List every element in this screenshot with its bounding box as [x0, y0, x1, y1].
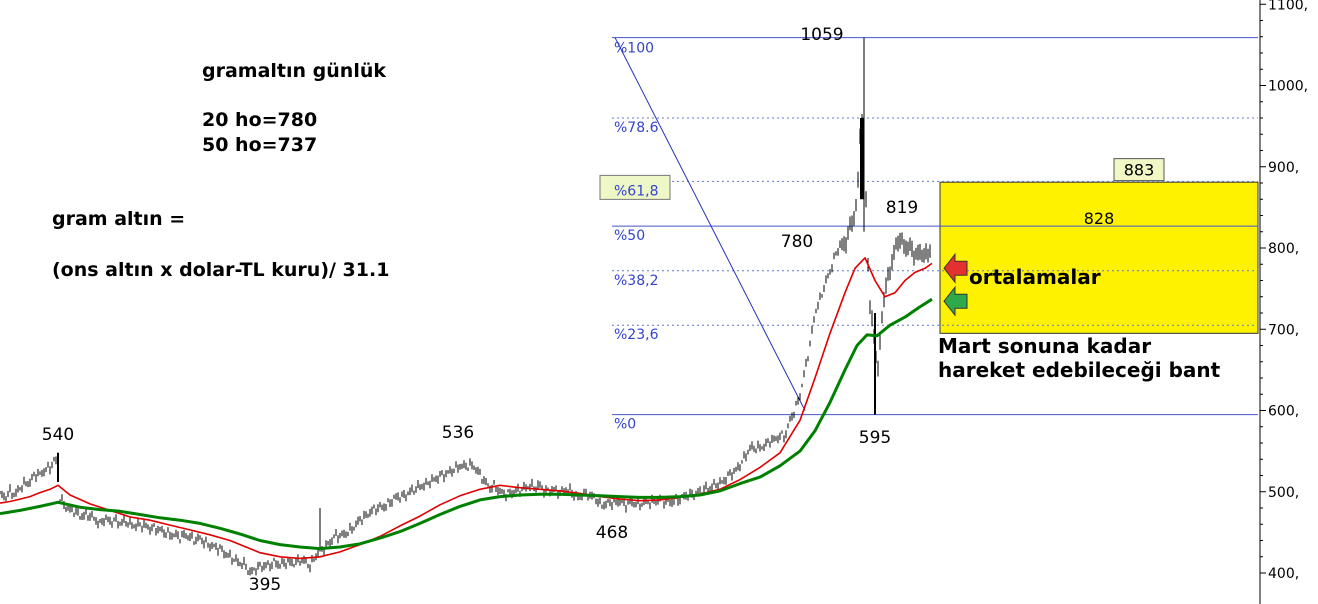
average-arrow: [943, 285, 968, 317]
chart-title: gramaltın günlük: [202, 60, 386, 82]
formula-line-1: gram altın =: [52, 208, 186, 230]
fib-label-box: [599, 174, 671, 200]
averages-label: ortalamalar: [969, 265, 1101, 289]
target-band: [939, 181, 1259, 334]
price-label: 595: [859, 428, 891, 448]
y-tick-label: 500,: [1268, 485, 1299, 501]
y-tick-label: 400,: [1268, 566, 1299, 582]
y-tick-label: 600,: [1268, 404, 1299, 420]
band-mid-label: 828: [1084, 209, 1115, 228]
y-tick-label: 1000,: [1268, 79, 1308, 95]
ma50-note: 50 ho=737: [202, 134, 318, 156]
y-tick-label: 1100,: [1268, 0, 1308, 13]
ma20-line: [0, 257, 933, 560]
ma50-line: [0, 297, 933, 551]
y-tick-label: 900,: [1268, 160, 1299, 176]
price-bars: [0, 114, 931, 576]
average-arrow: [943, 252, 968, 284]
band-top-label-box: [1113, 158, 1165, 182]
ma20-note: 20 ho=780: [202, 109, 318, 131]
band-note-line-1: Mart sonuna kadar: [938, 334, 1152, 358]
price-label: 819: [886, 198, 918, 218]
price-label: 395: [249, 575, 281, 595]
fib-trend-line: [614, 37, 806, 411]
price-label: 780: [781, 232, 813, 252]
fib-level-label: %0: [614, 417, 636, 433]
y-tick-label: 700,: [1268, 322, 1299, 338]
fib-level-label: %38,2: [614, 273, 658, 289]
price-label: 540: [42, 425, 74, 445]
band-top-label: 883: [1124, 161, 1155, 180]
band-note-line-2: hareket edebileceği bant: [938, 358, 1221, 382]
fib-level-label: %61,8: [614, 183, 658, 199]
formula-line-2: (ons altın x dolar-TL kuru)/ 31.1: [52, 259, 390, 281]
price-label: 536: [442, 423, 474, 443]
fib-level-label: %100: [614, 41, 654, 57]
fib-level-label: %78.6: [614, 120, 659, 136]
fib-level-label: %23,6: [614, 327, 659, 343]
fib-level-label: %50: [614, 228, 645, 244]
y-tick-label: 800,: [1268, 241, 1299, 257]
price-label: 1059: [800, 25, 843, 45]
price-label: 468: [596, 523, 628, 543]
